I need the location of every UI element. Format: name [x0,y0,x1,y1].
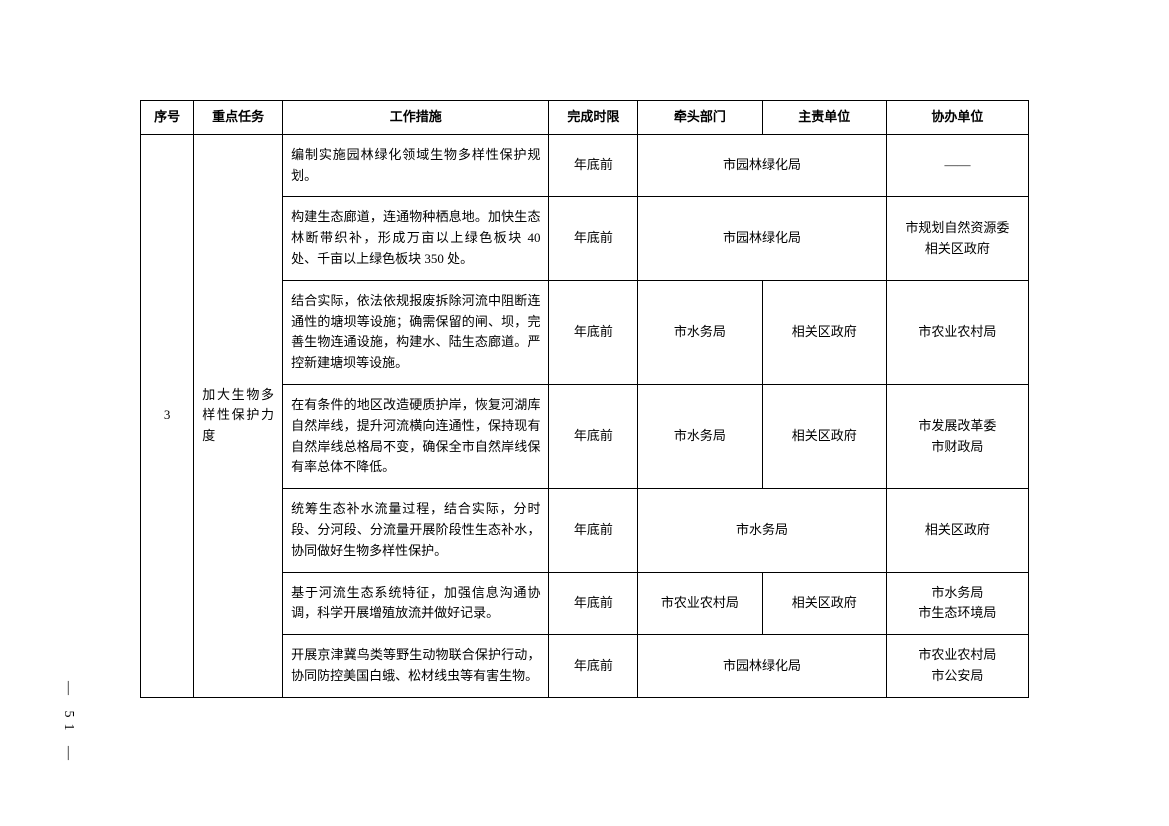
cell-assist: 市规划自然资源委相关区政府 [886,197,1028,280]
table-row: 3加大生物多样性保护力度编制实施园林绿化领域生物多样性保护规划。年底前市园林绿化… [141,134,1029,197]
cell-assist: 市发展改革委市财政局 [886,384,1028,488]
cell-deadline: 年底前 [549,635,638,698]
cell-measure: 基于河流生态系统特征，加强信息沟通协调，科学开展增殖放流并做好记录。 [283,572,549,635]
th-responsible: 主责单位 [762,101,886,135]
cell-deadline: 年底前 [549,134,638,197]
cell-measure: 构建生态廊道，连通物种栖息地。加快生态林断带织补，形成万亩以上绿色板块 40 处… [283,197,549,280]
header-row: 序号 重点任务 工作措施 完成时限 牵头部门 主责单位 协办单位 [141,101,1029,135]
th-assist: 协办单位 [886,101,1028,135]
cell-responsible: 相关区政府 [762,280,886,384]
cell-task: 加大生物多样性保护力度 [194,134,283,697]
cell-measure: 结合实际，依法依规报废拆除河流中阻断连通性的塘坝等设施；确需保留的闸、坝，完善生… [283,280,549,384]
page: 序号 重点任务 工作措施 完成时限 牵头部门 主责单位 协办单位 3加大生物多样… [0,0,1169,826]
cell-assist: 市农业农村局市公安局 [886,635,1028,698]
cell-measure: 编制实施园林绿化领域生物多样性保护规划。 [283,134,549,197]
cell-deadline: 年底前 [549,197,638,280]
th-lead: 牵头部门 [638,101,762,135]
cell-assist: —— [886,134,1028,197]
cell-assist: 市水务局市生态环境局 [886,572,1028,635]
page-number: — 51 — [60,681,76,766]
cell-responsible: 相关区政府 [762,384,886,488]
cell-deadline: 年底前 [549,384,638,488]
cell-lead-merged: 市园林绿化局 [638,197,887,280]
th-seq: 序号 [141,101,194,135]
cell-assist: 相关区政府 [886,489,1028,572]
cell-lead: 市水务局 [638,280,762,384]
cell-deadline: 年底前 [549,280,638,384]
cell-measure: 开展京津冀鸟类等野生动物联合保护行动，协同防控美国白蛾、松材线虫等有害生物。 [283,635,549,698]
cell-deadline: 年底前 [549,572,638,635]
th-measure: 工作措施 [283,101,549,135]
cell-lead: 市农业农村局 [638,572,762,635]
cell-lead: 市水务局 [638,384,762,488]
cell-measure: 统筹生态补水流量过程，结合实际，分时段、分河段、分流量开展阶段性生态补水，协同做… [283,489,549,572]
cell-seq: 3 [141,134,194,697]
th-deadline: 完成时限 [549,101,638,135]
cell-assist: 市农业农村局 [886,280,1028,384]
cell-measure: 在有条件的地区改造硬质护岸，恢复河湖库自然岸线，提升河流横向连通性，保持现有自然… [283,384,549,488]
th-task: 重点任务 [194,101,283,135]
cell-lead-merged: 市水务局 [638,489,887,572]
cell-lead-merged: 市园林绿化局 [638,635,887,698]
cell-deadline: 年底前 [549,489,638,572]
cell-responsible: 相关区政府 [762,572,886,635]
cell-lead-merged: 市园林绿化局 [638,134,887,197]
task-table: 序号 重点任务 工作措施 完成时限 牵头部门 主责单位 协办单位 3加大生物多样… [140,100,1029,698]
